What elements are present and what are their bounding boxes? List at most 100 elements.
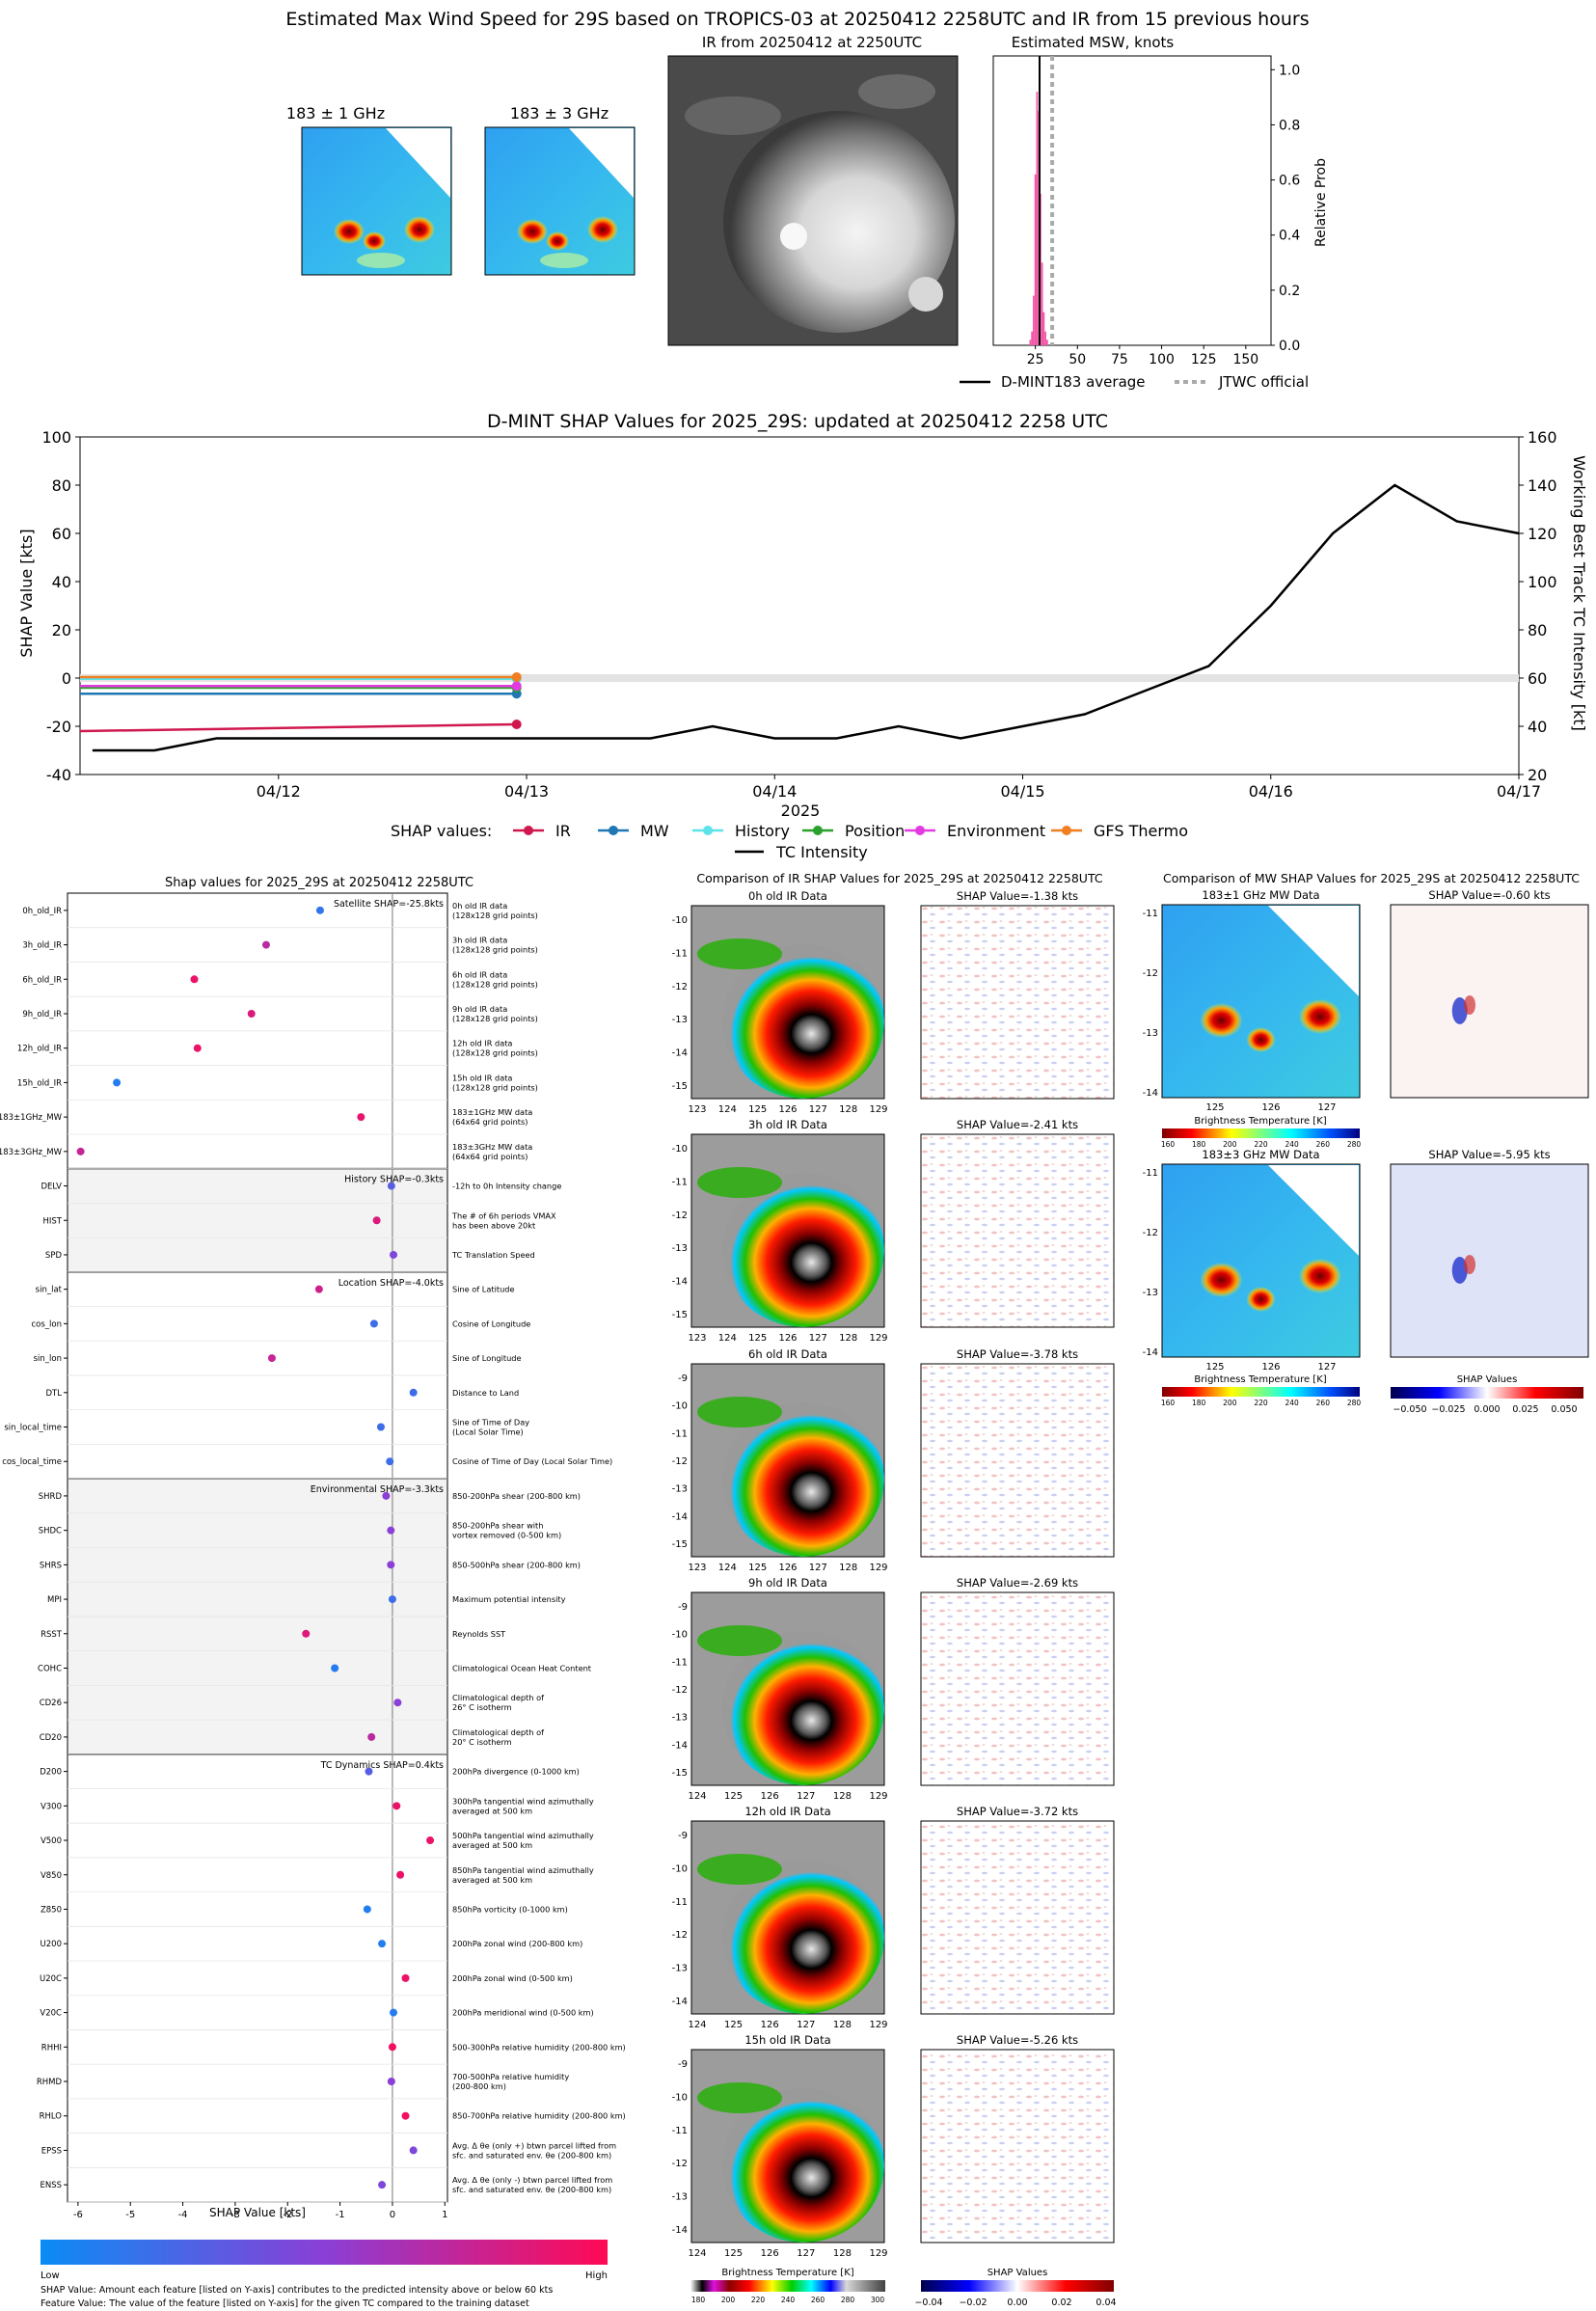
ir-shap-cbar-tick-label: 0.04: [1096, 2297, 1116, 2308]
ir-x-tick-label: 124: [688, 1791, 706, 1802]
shap-panel-title: Shap values for 2025_29S at 20250412 225…: [165, 876, 473, 890]
shap-feature-name: sin_lat: [36, 1286, 63, 1295]
shap-feature-point: [372, 1216, 381, 1225]
shap-feature-name: V20C: [40, 2009, 62, 2019]
shap-x-tick-label: -3: [230, 2210, 240, 2220]
shap-feature-desc-line: (128x128 grid points): [452, 979, 538, 989]
shap-feature-name: MPI: [47, 1595, 62, 1605]
mw-bt-colorbar-2: [1162, 1387, 1360, 1397]
shap-feature-desc-line: (128x128 grid points): [452, 1014, 538, 1023]
shap-feature-name: RHHI: [41, 2043, 62, 2053]
shap-group-band: [68, 1168, 447, 1272]
ir-y-tick-label: -12: [672, 982, 688, 992]
mw-bt-colorbar-1: [1162, 1128, 1360, 1138]
mw-x-tick-label: 125: [1205, 1362, 1224, 1373]
shap-group-band: [68, 1754, 447, 2202]
ir-shap-image: [920, 1591, 1115, 1786]
ir-x-tick-label: 129: [869, 1104, 887, 1115]
ir-x-tick-label: 123: [688, 1563, 706, 1573]
timeline-ylabel-right: Working Best Track TC Intensity [kt]: [1570, 455, 1588, 731]
right-y-tick-label: 40: [1528, 718, 1547, 736]
shap-feature-point: [426, 1836, 435, 1845]
mw-x-tick-label: 126: [1261, 1362, 1280, 1373]
ir-x-tick-label: 129: [869, 2248, 887, 2259]
mw-shap-title: SHAP Value=-5.95 kts: [1428, 1148, 1550, 1161]
right-y-tick-label: 80: [1528, 621, 1547, 639]
shap-feature-desc-line: Cosine of Time of Day (Local Solar Time): [452, 1456, 612, 1466]
mw-compare-title: Comparison of MW SHAP Values for 2025_29…: [1163, 871, 1580, 885]
shap-x-tick-label: 0: [390, 2210, 395, 2220]
shap-xlabel: SHAP Value [kts]: [209, 2206, 306, 2219]
ir-y-tick-label: -12: [672, 1456, 688, 1467]
timeline-title: D-MINT SHAP Values for 2025_29S: updated…: [487, 411, 1108, 432]
ir-y-tick-label: -14: [672, 2225, 688, 2236]
ir-grayscale-image: [667, 55, 959, 346]
shap-feature-name: SHRS: [40, 1561, 62, 1570]
ir-x-tick-label: 127: [797, 1791, 815, 1802]
shap-feature-name: RSST: [41, 1630, 63, 1640]
ir-x-tick-label: 124: [688, 2020, 706, 2030]
ir-x-tick-label: 129: [869, 2020, 887, 2030]
shap-feature-point: [387, 2078, 395, 2086]
mw-bt-colorbar-label-1: Brightness Temperature [K]: [1194, 1116, 1326, 1127]
shap-feature-desc-line: vortex removed (0-500 km): [452, 1531, 561, 1540]
shap-feature-desc: 850hPa tangential wind azimuthally averag…: [452, 1865, 594, 1885]
ir-x-tick-label: 129: [869, 1333, 887, 1344]
ir-x-tick-label: 128: [839, 1563, 857, 1573]
hist-legend: D-MINT183 average JTWC official: [960, 373, 1309, 391]
intensity-line: [92, 483, 1520, 752]
mw1-image: [301, 126, 452, 276]
hist-bar: [1029, 340, 1032, 345]
legend-series-label: History: [735, 822, 790, 840]
legend-series-marker: [1062, 826, 1071, 835]
shap-feature-name: U20C: [40, 1974, 62, 1984]
shap-feature-desc: Maximum potential intensity: [452, 1594, 566, 1604]
hist-x-tick-label: 100: [1149, 352, 1175, 367]
shap-feature-name: 183±3GHz_MW: [0, 1148, 63, 1157]
legend-series-label: IR: [555, 822, 571, 840]
ir-shap-image: [920, 1133, 1115, 1328]
hist-y-tick-label: 0.2: [1279, 284, 1300, 299]
shap-x-tick-label: -1: [336, 2210, 345, 2220]
mw1-title: 183 ± 1 GHz: [286, 104, 385, 122]
ir-y-tick-label: -15: [672, 1768, 688, 1779]
shap-feature-desc-line: 12h old IR data: [452, 1039, 512, 1048]
ir-x-tick-label: 124: [718, 1333, 737, 1344]
ir-y-tick-label: -11: [672, 948, 688, 959]
hist-y-tick-label: 0.0: [1279, 339, 1300, 354]
mw-cbar-tick-label: 240: [1285, 1399, 1300, 1407]
ir-storm-core: [722, 1631, 884, 1785]
mw-no-data-region: [1268, 1165, 1359, 1256]
shap-feature-desc: Sine of Longitude: [452, 1353, 522, 1363]
mw-y-tick-label: -13: [1143, 1028, 1158, 1039]
shap-feature-desc-line: 20° C isotherm: [452, 1737, 512, 1747]
ir-x-tick-label: 125: [748, 1563, 767, 1573]
ir-cbar-tick-label: 280: [841, 2296, 855, 2304]
x-tick-label: 04/14: [752, 782, 797, 801]
shap-feature-point: [76, 1147, 85, 1156]
mw-no-data-region: [1268, 906, 1359, 996]
shap-feature-desc: 200hPa meridional wind (0-500 km): [452, 2008, 594, 2018]
shap-feature-name: D200: [40, 1768, 62, 1778]
shap-feature-desc: 9h old IR data (128x128 grid points): [452, 1004, 538, 1023]
shap-feature-point: [302, 1629, 311, 1638]
ir-data-title: 12h old IR Data: [744, 1805, 830, 1818]
ir-cbar-tick-label: 200: [721, 2296, 736, 2304]
ir-x-tick-label: 129: [869, 1563, 887, 1573]
ir-cbar-tick-label: 260: [811, 2296, 825, 2304]
shap-feature-desc: Sine of Time of Day (Local Solar Time): [452, 1418, 529, 1437]
ir-cloud-band: [697, 2082, 782, 2113]
ir-shap-image: [920, 905, 1115, 1100]
shap-feature-desc: -12h to 0h Intensity change: [452, 1182, 561, 1191]
ir-y-tick-label: -9: [678, 1373, 688, 1384]
shap-feature-point: [388, 1595, 396, 1604]
mw-shap-cbar-tick-label: 0.000: [1474, 1404, 1500, 1415]
shap-feature-desc: Climatological depth of 20° C isotherm: [452, 1727, 545, 1747]
ir-x-tick-label: 128: [839, 1104, 857, 1115]
mw-y-tick-label: -13: [1143, 1288, 1158, 1298]
shap-feature-desc-line: sfc. and saturated env. θe (200-800 km): [452, 2185, 611, 2194]
ir-shap-image: [920, 2049, 1115, 2243]
left-y-tick-label: 100: [41, 428, 71, 447]
shap-feature-point: [378, 1940, 387, 1948]
mw-cbar-tick-label: 240: [1285, 1140, 1300, 1149]
